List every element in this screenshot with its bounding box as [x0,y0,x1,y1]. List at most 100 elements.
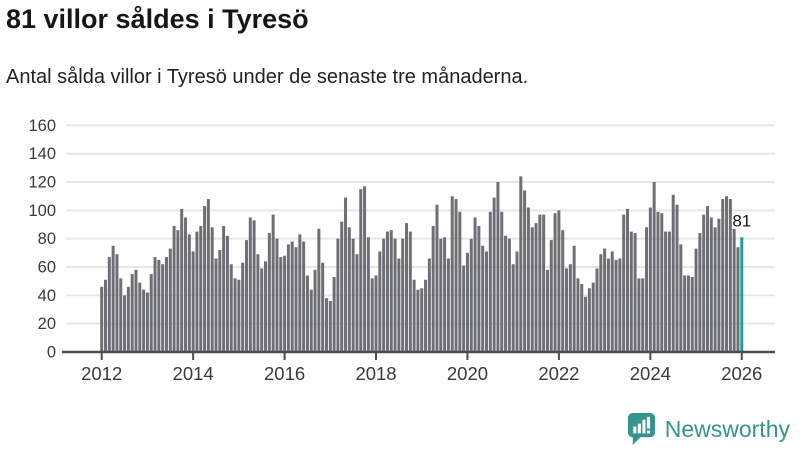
bar [336,238,340,352]
bar [153,257,157,352]
bar [625,208,629,352]
bar [157,259,161,352]
y-tick-label: 120 [28,174,56,192]
bar [553,213,557,352]
bar [290,241,294,352]
bar [241,262,245,352]
bar [184,217,188,352]
bar [283,255,287,352]
bar [584,296,588,352]
bar [534,223,538,352]
bar [587,288,591,352]
newsworthy-wordmark: Newsworthy [664,415,790,442]
y-tick-label: 160 [28,117,56,135]
bar [256,254,260,352]
bar [233,278,237,352]
y-tick-label: 40 [38,287,56,305]
bar [100,286,104,352]
bar [214,258,218,352]
bar [538,214,542,352]
bar [443,237,447,352]
bar [690,276,694,352]
bar [561,230,565,352]
bar [492,197,496,352]
bar [347,227,351,352]
bar [355,254,359,352]
bar [648,207,652,352]
bar [244,240,248,352]
bar [565,268,569,352]
bar [225,235,229,352]
bar [237,279,241,352]
bar [286,244,290,352]
bar [462,265,466,352]
bar [736,247,740,352]
bar [629,231,633,352]
bar [344,197,348,352]
bar [351,238,355,352]
bar [515,251,519,352]
bar [298,234,302,352]
x-tick-label: 2016 [264,363,305,384]
bar [485,251,489,352]
bar [340,221,344,352]
bar [115,254,119,352]
bar [313,269,317,352]
bar [576,278,580,352]
bar [382,238,386,352]
bar [507,238,511,352]
bar [595,268,599,352]
bar [385,231,389,352]
bar [420,288,424,352]
bar [328,301,332,352]
bar [324,298,328,352]
bar [164,257,168,352]
bar [469,238,473,352]
bar [496,182,500,352]
bar [260,268,264,352]
bar [222,225,226,352]
bar [332,276,336,352]
bar [694,248,698,352]
bar [728,199,732,352]
bar [721,199,725,352]
bar [161,264,165,352]
bar [203,206,207,352]
bar [126,286,130,352]
bar [526,207,530,352]
bar [294,247,298,352]
bar [686,275,690,352]
bar [305,275,309,352]
bar [606,258,610,352]
bar [187,234,191,352]
x-tick-label: 2014 [173,363,214,384]
bar [618,258,622,352]
bar [637,278,641,352]
bar [675,204,679,352]
bar [641,278,645,352]
bar [397,258,401,352]
bar [176,230,180,352]
bar [111,245,115,352]
bar [374,275,378,352]
y-tick-label: 80 [38,230,56,248]
bar [702,214,706,352]
bar [660,213,664,352]
bar [732,228,736,352]
bar [267,233,271,352]
bar [568,264,572,352]
bar [119,278,123,352]
bar [705,206,709,352]
bar [671,194,675,352]
bar [572,245,576,352]
bar [393,238,397,352]
bar [142,289,146,352]
bar [667,231,671,352]
bar [145,292,149,352]
bar [218,250,222,352]
bar [557,210,561,352]
bar [698,233,702,352]
bar [389,230,393,352]
bar [180,208,184,352]
